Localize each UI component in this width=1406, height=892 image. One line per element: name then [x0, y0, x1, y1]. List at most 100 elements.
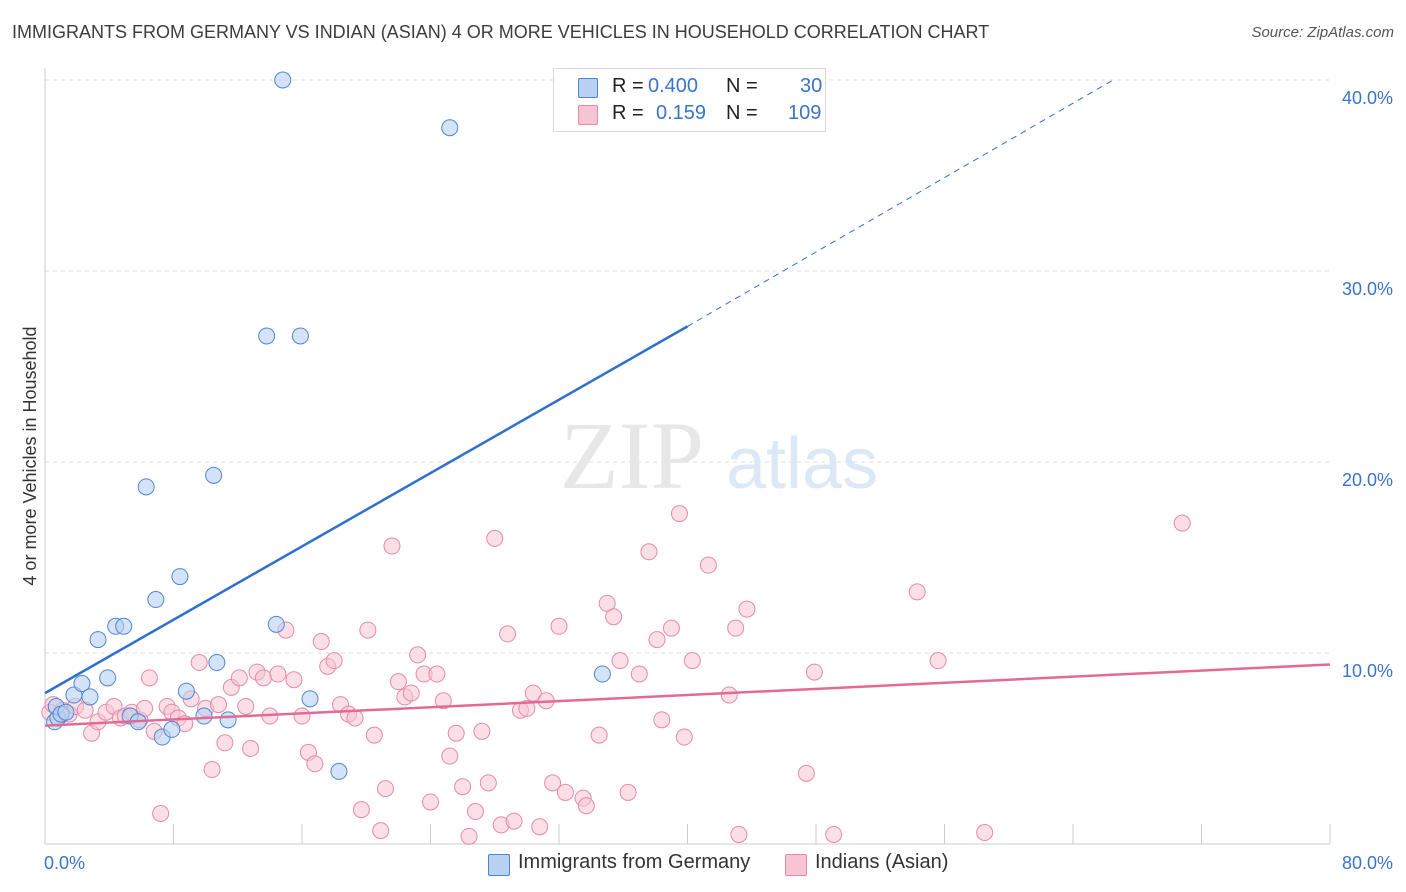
y-tick-label: 30.0%: [1342, 279, 1393, 299]
data-point-indian: [605, 608, 623, 626]
data-point-indian: [683, 652, 701, 670]
data-point-indian: [619, 783, 637, 801]
data-point-indian: [325, 652, 343, 670]
data-point-indian: [216, 734, 234, 752]
data-point-indian: [352, 801, 370, 819]
y-tick-label: 20.0%: [1342, 470, 1393, 490]
data-point-indian: [441, 747, 459, 765]
data-point-indian: [377, 780, 395, 798]
legend-swatch-germany: [578, 78, 598, 98]
chart-title: IMMIGRANTS FROM GERMANY VS INDIAN (ASIAN…: [12, 22, 990, 42]
x-tick-labels: 0.0% 80.0%: [44, 853, 1393, 873]
data-point-indian: [209, 696, 227, 714]
data-point-indian: [699, 556, 717, 574]
data-point-indian: [140, 669, 158, 687]
data-point-germany: [57, 703, 75, 721]
y-tick-label: 40.0%: [1342, 88, 1393, 108]
data-point-indian: [590, 726, 608, 744]
data-point-indian: [675, 728, 693, 746]
data-point-indian: [640, 543, 658, 561]
data-point-germany: [208, 654, 226, 672]
data-point-indian: [293, 707, 311, 725]
data-point-germany: [163, 720, 181, 738]
data-point-germany: [81, 688, 99, 706]
legend-n-label: N =: [726, 102, 758, 124]
data-point-indian: [402, 684, 420, 702]
data-point-indian: [505, 812, 523, 830]
data-point-germany: [195, 707, 213, 725]
data-point-indian: [611, 652, 629, 670]
legend-r-label: R =: [612, 102, 644, 124]
data-point-indian: [648, 631, 666, 649]
data-point-indian: [269, 665, 287, 683]
bottom-legend-label-indian: Indians (Asian): [815, 851, 949, 873]
data-point-indian: [428, 665, 446, 683]
data-point-germany: [301, 690, 319, 708]
bottom-legend-swatch-germany: [488, 854, 510, 876]
data-point-indian: [237, 697, 255, 715]
data-point-indian: [727, 619, 745, 637]
data-point-indian: [152, 804, 170, 822]
data-point-germany: [593, 665, 611, 683]
series-immigrants-germany: [46, 71, 611, 780]
data-point-germany: [115, 617, 133, 635]
data-point-indian: [556, 783, 574, 801]
data-point-indian: [242, 740, 260, 757]
data-point-indian: [976, 824, 994, 842]
y-tick-labels: 10.0% 20.0% 30.0% 40.0%: [1342, 88, 1393, 681]
data-point-indian: [389, 673, 407, 691]
data-point-indian: [630, 665, 648, 683]
bottom-legend-swatch-indian: [785, 854, 807, 876]
data-point-germany: [147, 591, 165, 609]
data-point-indian: [359, 621, 377, 639]
data-point-indian: [422, 793, 439, 811]
data-point-indian: [383, 537, 401, 555]
data-point-indian: [577, 797, 595, 815]
legend-r-label: R =: [612, 75, 644, 97]
data-point-indian: [720, 686, 738, 704]
data-point-indian: [190, 654, 208, 672]
y-tick-label: 10.0%: [1342, 661, 1393, 681]
data-point-indian: [466, 803, 484, 821]
trend-lines: [44, 79, 1331, 727]
data-point-indian: [1173, 514, 1191, 532]
legend-swatch-indian: [578, 105, 598, 125]
trend-line-germany-extension: [687, 79, 1114, 327]
data-point-indian: [797, 764, 815, 782]
data-point-indian: [365, 726, 383, 744]
data-point-indian: [460, 827, 478, 845]
data-point-indian: [285, 671, 303, 689]
legend-r-value-germany: 0.400: [648, 75, 699, 97]
data-point-indian: [473, 722, 491, 740]
data-point-germany: [89, 631, 107, 649]
data-point-indian: [434, 692, 452, 710]
data-point-indian: [550, 617, 568, 635]
legend: R = 0.400 N = 30 R = 0.159 N = 109: [553, 68, 826, 132]
data-point-germany: [274, 71, 292, 89]
data-point-indian: [738, 600, 756, 618]
legend-n-label: N =: [726, 75, 758, 97]
data-point-indian: [908, 583, 926, 601]
data-point-indian: [653, 711, 671, 729]
data-point-indian: [531, 818, 549, 836]
data-point-indian: [479, 774, 497, 792]
trend-line-indian: [44, 663, 1331, 727]
data-point-germany: [171, 568, 189, 586]
chart-source: Source: ZipAtlas.com: [1251, 24, 1394, 41]
data-point-indian: [203, 761, 221, 779]
data-point-indian: [662, 619, 680, 637]
x-tick-label: 0.0%: [44, 853, 85, 873]
legend-n-value-indian: 109: [788, 102, 822, 124]
data-point-germany: [99, 669, 117, 687]
data-point-indian: [306, 755, 324, 773]
data-point-germany: [73, 675, 91, 693]
gridlines: [45, 79, 1330, 654]
data-point-germany: [219, 711, 237, 729]
data-point-indian: [518, 699, 536, 717]
data-point-indian: [372, 822, 390, 840]
data-point-indian: [230, 669, 248, 687]
data-point-indian: [254, 669, 272, 687]
data-point-indian: [409, 646, 427, 664]
bottom-legend-label-germany: Immigrants from Germany: [518, 851, 751, 873]
